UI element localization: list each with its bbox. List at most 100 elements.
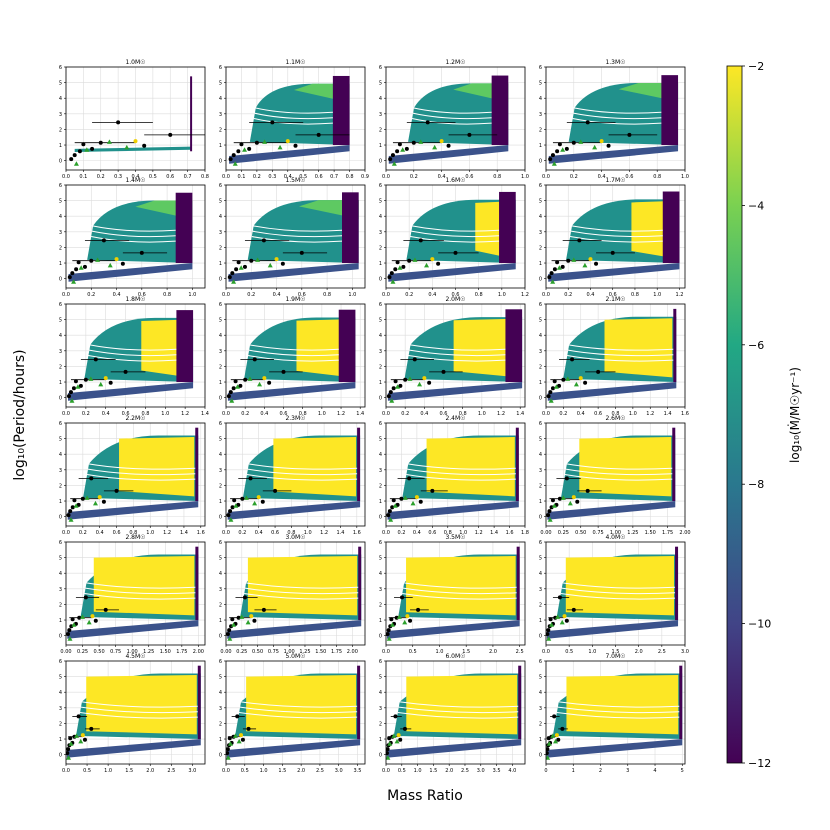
track-line: [251, 236, 343, 243]
observed-triangle: [392, 503, 398, 508]
x-tick-label: 0.4: [284, 174, 292, 180]
panel-title: 6.0M☉: [445, 653, 465, 660]
observed-triangle: [233, 503, 239, 508]
x-tick-label: 0.8: [346, 174, 354, 180]
observed-point: [577, 238, 582, 243]
x-tick-label: 0.0: [62, 530, 70, 536]
x-tick-label: 0.2: [82, 411, 90, 417]
x-tick-label: 0.6: [452, 292, 460, 298]
observed-triangle: [386, 755, 391, 760]
colorbar-tick-label: −2: [748, 60, 764, 73]
y-tick-label: 1: [379, 261, 382, 267]
observed-point: [549, 271, 554, 276]
observed-triangle: [73, 161, 79, 166]
x-tick-label: 0.2: [247, 292, 255, 298]
x-tick-label: 0.8: [612, 411, 620, 417]
observed-point: [398, 737, 403, 742]
x-tick-label: 0.2: [401, 411, 409, 417]
observed-triangle: [547, 517, 553, 522]
observed-triangle: [228, 517, 234, 522]
panel-title: 1.1M☉: [285, 59, 305, 66]
observed-point: [583, 380, 588, 385]
observed-point-yellow: [133, 139, 138, 144]
low-rate-edge: [505, 309, 523, 383]
y-tick-label: 2: [59, 483, 62, 489]
y-tick-label: 6: [219, 540, 222, 546]
low-rate-edge: [195, 427, 199, 502]
observed-point-yellow: [405, 614, 410, 619]
observed-point: [273, 488, 278, 493]
y-tick-label: 2: [219, 483, 222, 489]
x-tick-label: 1.5: [125, 768, 133, 774]
observed-point: [560, 264, 565, 269]
observed-triangle: [389, 398, 395, 403]
observed-triangle: [124, 144, 130, 150]
lower-tail-band: [227, 501, 361, 520]
y-tick-label: 2: [379, 127, 382, 133]
mass-transfer-band: [74, 146, 192, 153]
observed-triangle: [571, 257, 577, 262]
y-tick-label: 0: [59, 515, 62, 521]
y-tick-label: 1: [59, 380, 62, 386]
observed-triangle: [553, 738, 559, 744]
low-rate-edge: [176, 310, 194, 383]
x-tick-label: 1.0: [435, 649, 443, 655]
track-line: [251, 230, 343, 238]
colorbar-tick-label: −10: [748, 618, 771, 631]
observed-point: [547, 275, 552, 280]
observed-triangle: [548, 398, 554, 403]
track-line: [397, 701, 519, 708]
x-tick-label: 2.0: [635, 649, 643, 655]
lower-tail-band: [546, 739, 683, 758]
y-tick-label: 2: [59, 364, 62, 370]
track-line: [564, 474, 673, 481]
panel-title: 1.9M☉: [285, 296, 305, 303]
observed-point: [227, 628, 232, 633]
observed-point: [550, 498, 555, 503]
y-tick-label: 5: [539, 675, 542, 681]
observed-point-yellow: [599, 139, 604, 144]
x-tick-label: 0.6: [440, 411, 448, 417]
observed-point: [70, 505, 75, 510]
y-tick-label: 6: [379, 65, 382, 71]
main-region: [247, 200, 359, 264]
y-tick-label: 5: [59, 675, 62, 681]
observed-point: [412, 357, 417, 362]
x-tick-label: 0.0: [382, 174, 390, 180]
observed-point: [556, 737, 561, 742]
y-tick-label: 4: [539, 214, 542, 220]
low-rate-edge: [679, 665, 683, 740]
observed-point-yellow: [256, 495, 261, 500]
observed-point: [270, 120, 275, 125]
y-tick-label: 0: [219, 634, 222, 640]
x-tick-label: 0.0: [62, 292, 70, 298]
y-tick-label: 0: [219, 515, 222, 521]
track-line: [406, 474, 516, 481]
y-tick-label: 1: [219, 261, 222, 267]
observed-point: [564, 476, 569, 481]
observed-point: [391, 386, 396, 391]
track-line: [79, 706, 198, 714]
y-tick-label: 0: [539, 515, 542, 521]
observed-point: [386, 394, 391, 399]
observed-triangle: [556, 265, 562, 270]
observed-point: [236, 260, 241, 265]
x-tick-label: 0.4: [113, 292, 121, 298]
track-line: [246, 474, 358, 481]
track-line: [86, 468, 196, 476]
colorbar-tick-label: −8: [748, 478, 764, 491]
observed-point: [386, 747, 390, 752]
x-tick-label: 2.0: [297, 768, 305, 774]
x-tick-label: 0.4: [598, 174, 606, 180]
y-tick-label: 3: [379, 706, 382, 712]
y-tick-label: 2: [539, 483, 542, 489]
track-line: [411, 112, 492, 120]
y-tick-label: 5: [539, 81, 542, 87]
x-tick-label: 3.5: [493, 768, 501, 774]
lower-tail-band: [229, 145, 350, 164]
track-line: [402, 593, 517, 600]
x-tick-label: 0.00: [60, 649, 71, 655]
x-tick-label: 2.5: [167, 768, 175, 774]
y-tick-label: 4: [59, 214, 62, 220]
panel-title: 1.3M☉: [605, 59, 625, 66]
